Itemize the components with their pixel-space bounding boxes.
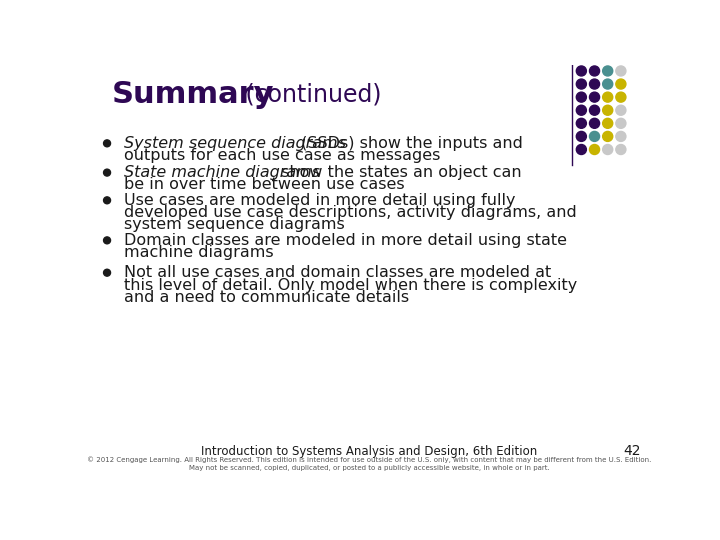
Circle shape — [104, 197, 111, 204]
Circle shape — [616, 131, 626, 141]
Text: © 2012 Cengage Learning. All Rights Reserved. This edition is intended for use o: © 2012 Cengage Learning. All Rights Rese… — [87, 456, 651, 471]
Circle shape — [616, 145, 626, 154]
Circle shape — [104, 269, 111, 276]
Text: (SSDs) show the inputs and: (SSDs) show the inputs and — [296, 136, 523, 151]
Text: System sequence diagrams: System sequence diagrams — [124, 136, 346, 151]
Text: and a need to communicate details: and a need to communicate details — [124, 290, 409, 305]
Text: Use cases are modeled in more detail using fully: Use cases are modeled in more detail usi… — [124, 193, 516, 208]
Text: system sequence diagrams: system sequence diagrams — [124, 218, 345, 232]
Circle shape — [616, 118, 626, 129]
Text: machine diagrams: machine diagrams — [124, 245, 274, 260]
Text: Domain classes are modeled in more detail using state: Domain classes are modeled in more detai… — [124, 233, 567, 248]
Circle shape — [104, 169, 111, 176]
Circle shape — [590, 105, 600, 115]
Circle shape — [616, 105, 626, 115]
Text: show the states an object can: show the states an object can — [276, 165, 522, 180]
Circle shape — [590, 66, 600, 76]
Circle shape — [576, 92, 586, 102]
Circle shape — [590, 145, 600, 154]
Circle shape — [590, 131, 600, 141]
Circle shape — [590, 79, 600, 89]
Text: developed use case descriptions, activity diagrams, and: developed use case descriptions, activit… — [124, 205, 577, 220]
Circle shape — [104, 140, 111, 147]
Circle shape — [576, 79, 586, 89]
Circle shape — [616, 92, 626, 102]
Circle shape — [576, 118, 586, 129]
Circle shape — [590, 118, 600, 129]
Circle shape — [603, 118, 613, 129]
Circle shape — [603, 105, 613, 115]
Text: outputs for each use case as messages: outputs for each use case as messages — [124, 148, 441, 163]
Text: Not all use cases and domain classes are modeled at: Not all use cases and domain classes are… — [124, 265, 552, 280]
Circle shape — [576, 105, 586, 115]
Circle shape — [603, 131, 613, 141]
Text: 42: 42 — [624, 444, 642, 458]
Circle shape — [576, 66, 586, 76]
Text: be in over time between use cases: be in over time between use cases — [124, 178, 405, 192]
Text: Summary: Summary — [112, 79, 274, 109]
Circle shape — [603, 79, 613, 89]
Circle shape — [603, 92, 613, 102]
Circle shape — [603, 66, 613, 76]
Text: (continued): (continued) — [238, 82, 381, 106]
Circle shape — [104, 237, 111, 244]
Circle shape — [616, 66, 626, 76]
Circle shape — [590, 92, 600, 102]
Circle shape — [576, 131, 586, 141]
Circle shape — [603, 145, 613, 154]
Text: State machine diagrams: State machine diagrams — [124, 165, 320, 180]
Text: Introduction to Systems Analysis and Design, 6th Edition: Introduction to Systems Analysis and Des… — [201, 445, 537, 458]
Circle shape — [576, 145, 586, 154]
Text: this level of detail. Only model when there is complexity: this level of detail. Only model when th… — [124, 278, 577, 293]
Circle shape — [616, 79, 626, 89]
